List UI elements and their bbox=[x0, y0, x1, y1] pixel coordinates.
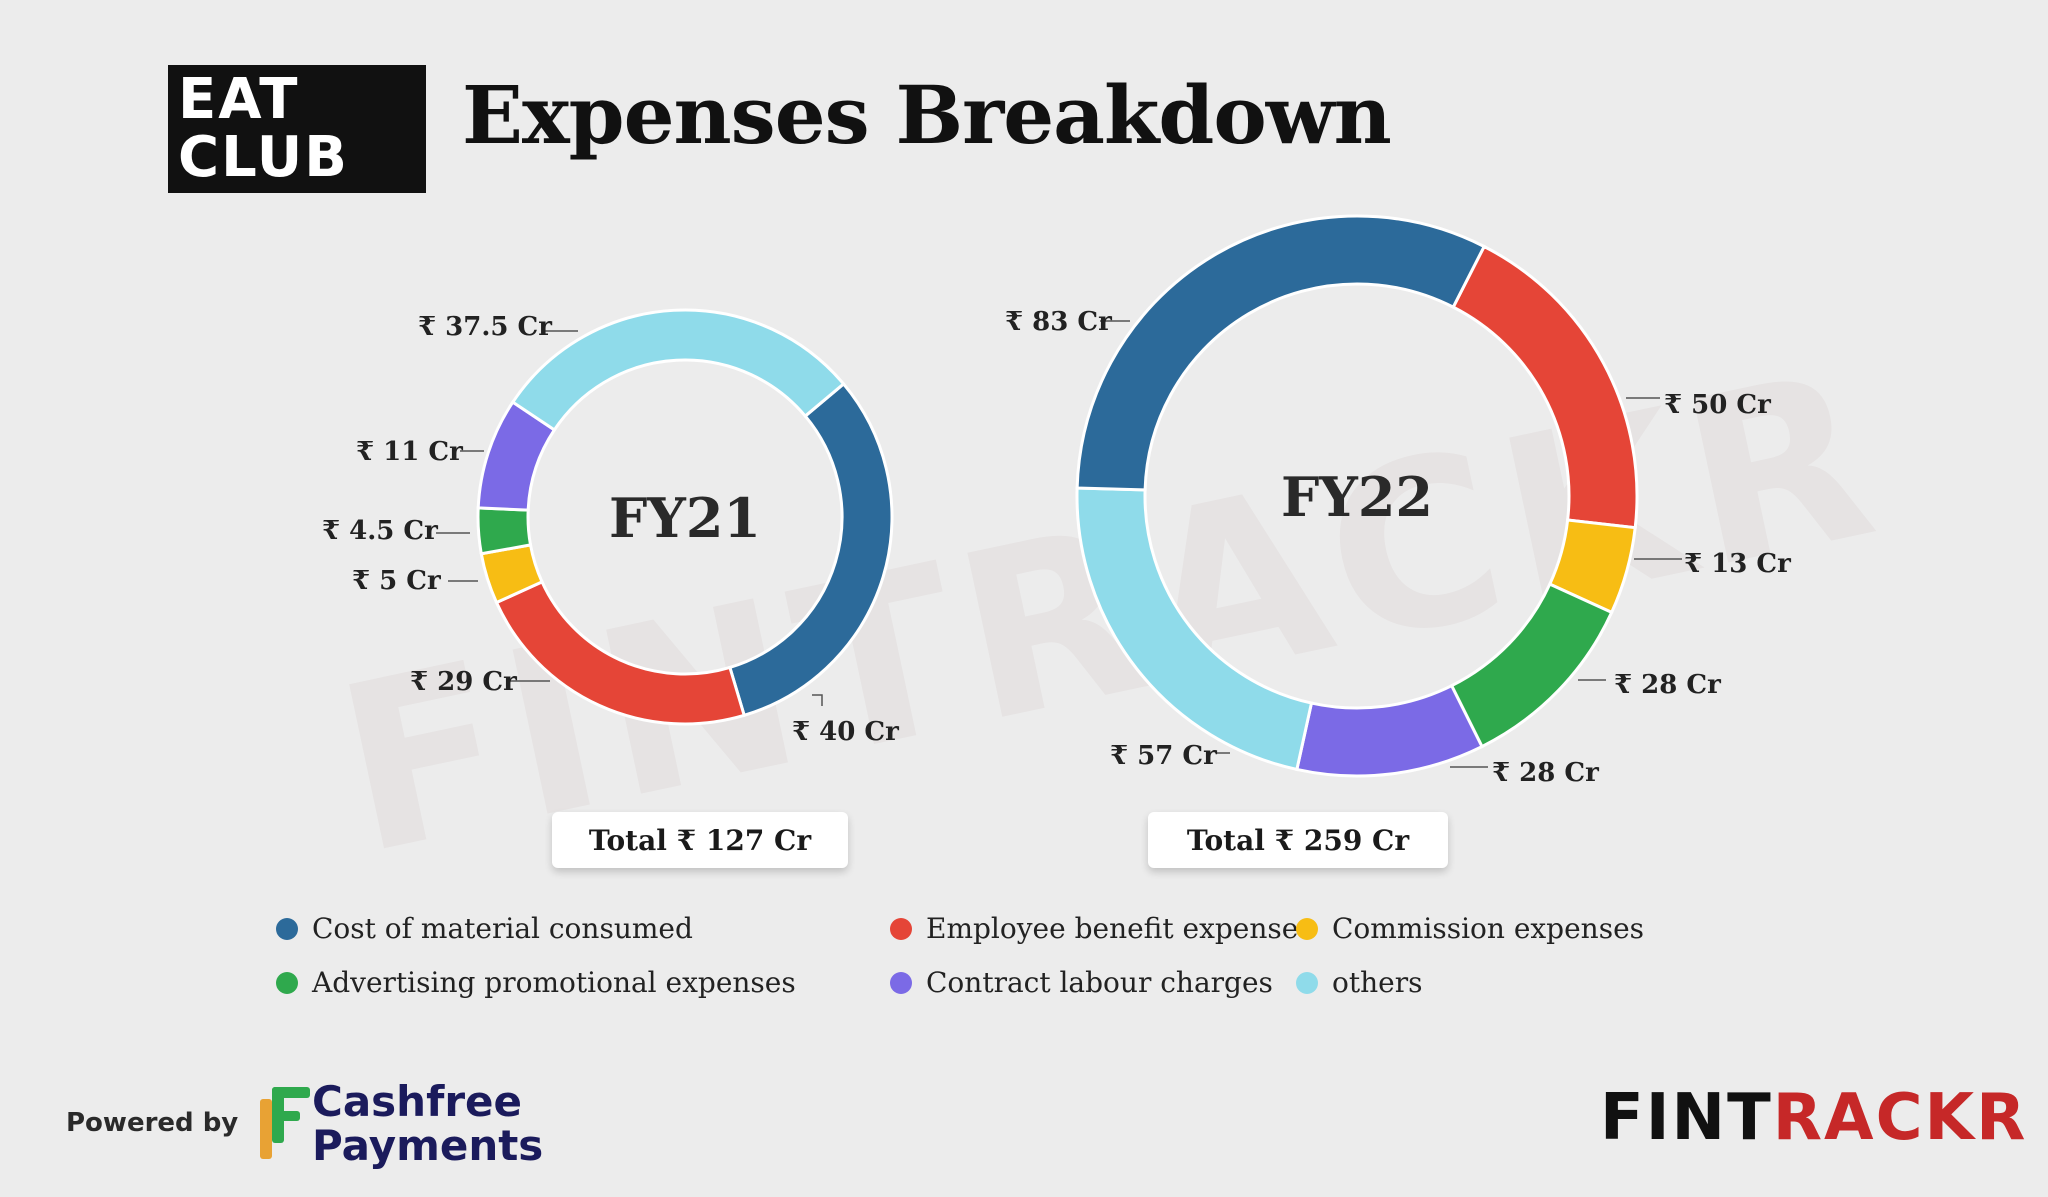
powered-by-text: Powered by bbox=[66, 1108, 239, 1138]
slice-value-label: ₹ 13 Cr bbox=[1684, 549, 1791, 579]
donut-slice bbox=[1075, 214, 1487, 492]
legend-label: Advertising promotional expenses bbox=[312, 966, 796, 999]
slice-value-label: ₹ 11 Cr bbox=[356, 437, 463, 467]
donut-fy21: ₹ 40 Cr ₹ 29 Cr ₹ 5 Cr ₹ 4.5 Cr ₹ 11 Cr ₹ 37.… bbox=[322, 308, 899, 747]
legend-label: others bbox=[1332, 966, 1423, 999]
slice-value-label: ₹ 5 Cr bbox=[352, 566, 441, 596]
eatclub-logo: EAT CLUB bbox=[168, 65, 426, 193]
slice-value-label: ₹ 29 Cr bbox=[410, 667, 517, 697]
slice-value-label: ₹ 40 Cr bbox=[792, 717, 899, 747]
legend-label: Contract labour charges bbox=[926, 966, 1273, 999]
logo-line-2: CLUB bbox=[178, 125, 349, 190]
donut-slice bbox=[1449, 582, 1614, 749]
legend-swatch bbox=[1296, 917, 1318, 940]
slice-value-label: ₹ 28 Cr bbox=[1492, 758, 1599, 788]
cashfree-line-2: Payments bbox=[312, 1121, 544, 1170]
legend-item: Employee benefit expense bbox=[890, 912, 1298, 945]
cashfree-line-1: Cashfree bbox=[312, 1077, 523, 1126]
legend-label: Commission expenses bbox=[1332, 912, 1645, 945]
donut-slice bbox=[1451, 244, 1639, 530]
donut-slice bbox=[476, 506, 533, 556]
page-title: Expenses Breakdown bbox=[462, 68, 1392, 162]
total-fy21: Total ₹ 127 Cr bbox=[552, 812, 848, 868]
legend-item: Commission expenses bbox=[1296, 912, 1644, 945]
legend-swatch bbox=[276, 917, 298, 940]
fintrackr-part-1: FINT bbox=[1600, 1081, 1773, 1155]
donut-slice bbox=[728, 381, 894, 718]
slice-value-label: ₹ 37.5 Cr bbox=[418, 312, 552, 342]
cashfree-logo-icon bbox=[260, 1087, 310, 1159]
legend-item: Advertising promotional expenses bbox=[276, 966, 796, 999]
slice-value-label: ₹ 4.5 Cr bbox=[322, 516, 438, 546]
legend-label: Employee benefit expense bbox=[926, 912, 1299, 945]
legend-swatch bbox=[890, 971, 912, 994]
logo-line-1: EAT bbox=[178, 67, 300, 132]
slice-value-label: ₹ 28 Cr bbox=[1614, 670, 1721, 700]
total-fy22: Total ₹ 259 Cr bbox=[1148, 812, 1448, 868]
leader-line bbox=[812, 694, 823, 706]
legend-item: others bbox=[1296, 966, 1422, 999]
donut-slice bbox=[494, 579, 747, 726]
legend-label: Cost of material consumed bbox=[312, 912, 693, 945]
donut-fy22: ₹ 50 Cr ₹ 13 Cr ₹ 28 Cr ₹ 28 Cr ₹ 57 Cr ₹ 83 … bbox=[1005, 214, 1791, 788]
slice-value-label: ₹ 83 Cr bbox=[1005, 307, 1112, 337]
legend-item: Cost of material consumed bbox=[276, 912, 693, 945]
legend-item: Contract labour charges bbox=[890, 966, 1273, 999]
legend-swatch bbox=[276, 971, 298, 994]
fintrackr-logo: FINTRACKR bbox=[1600, 1083, 2027, 1153]
cashfree-wordmark: Cashfree Payments bbox=[312, 1080, 543, 1168]
slice-value-label: ₹ 57 Cr bbox=[1110, 741, 1217, 771]
donut-slice bbox=[1295, 683, 1485, 778]
slice-value-label: ₹ 50 Cr bbox=[1664, 390, 1771, 420]
legend-swatch bbox=[1296, 971, 1318, 994]
donut-slice bbox=[510, 308, 846, 432]
legend-swatch bbox=[890, 917, 912, 940]
donut-slice bbox=[1075, 486, 1314, 772]
donut-center-label: FY22 bbox=[1281, 465, 1433, 529]
fintrackr-part-2: RACKR bbox=[1772, 1081, 2028, 1155]
donut-center-label: FY21 bbox=[609, 486, 761, 550]
